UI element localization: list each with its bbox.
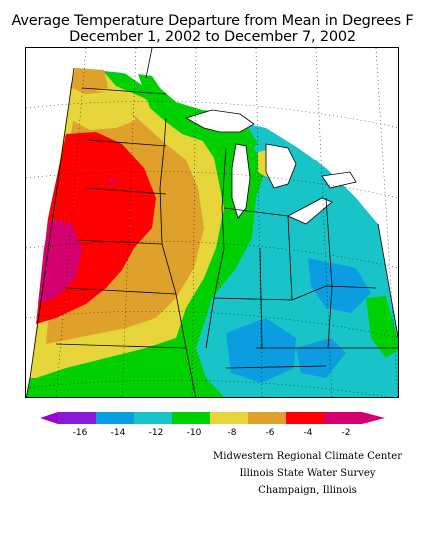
region-blue-east (308, 258, 371, 313)
map-title-line-1: Average Temperature Departure from Mean … (11, 13, 414, 29)
lake-erie (287, 197, 333, 225)
legend-arrow-right (362, 412, 385, 424)
legend-tick-label: -12 (149, 428, 164, 438)
domain-outline-east (377, 223, 398, 340)
lake-huron (265, 143, 297, 189)
lake-michigan (231, 143, 251, 219)
legend-tick-label: -6 (266, 428, 275, 438)
region-yellow-north (68, 88, 136, 130)
legend-tick-label: -16 (73, 428, 88, 438)
no-data-north (106, 48, 398, 224)
legend-tick-label: -14 (111, 428, 126, 438)
legend-swatch (286, 412, 324, 424)
lake-superior (184, 109, 255, 133)
legend-swatch (172, 412, 210, 424)
legend-tick-label: -8 (228, 428, 237, 438)
temperature-departure-map (25, 47, 399, 398)
region-orange-north (70, 68, 108, 92)
legend-graphic: -16 -14 -12 -10 -8 -6 -4 -2 (40, 412, 385, 438)
region-magenta (38, 218, 82, 304)
legend-arrow-left (40, 412, 58, 424)
state-boundaries (55, 48, 398, 397)
legend-swatch (248, 412, 286, 424)
region-green-north (138, 74, 258, 152)
credit-line-1: Midwestern Regional Climate Center (213, 451, 402, 462)
map-graphic (26, 48, 398, 397)
region-green-east (366, 296, 398, 358)
map-title-line-2: December 1, 2002 to December 7, 2002 (69, 29, 356, 45)
credit-line-3: Champaign, Illinois (258, 485, 357, 496)
legend-tick-label: -4 (304, 428, 313, 438)
region-magenta-spot (109, 179, 115, 185)
legend-tick-label: -10 (187, 428, 202, 438)
legend-tick-label: -2 (342, 428, 351, 438)
legend-swatch (210, 412, 248, 424)
legend-swatch (324, 412, 362, 424)
legend-swatch (58, 412, 96, 424)
legend-swatch (96, 412, 134, 424)
domain-outline (26, 67, 75, 397)
graticule (26, 48, 398, 397)
color-legend: -16 -14 -12 -10 -8 -6 -4 -2 (40, 410, 385, 440)
lake-ontario (321, 171, 357, 189)
legend-swatch (134, 412, 172, 424)
credit-line-2: Illinois State Water Survey (239, 468, 376, 479)
